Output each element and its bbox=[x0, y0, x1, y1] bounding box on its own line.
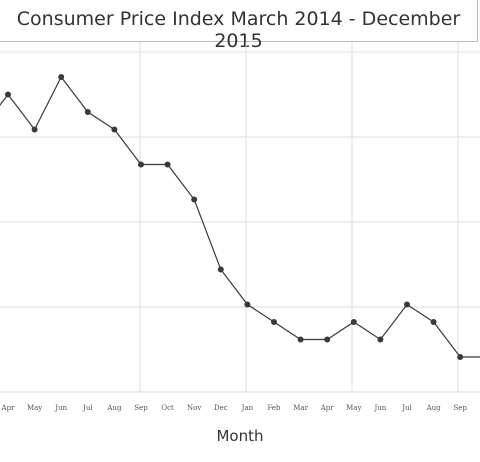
x-tick-label: May bbox=[346, 404, 361, 412]
data-point bbox=[31, 126, 38, 133]
data-point bbox=[297, 336, 304, 343]
data-point bbox=[404, 301, 410, 308]
x-tick-label: Apr bbox=[320, 404, 335, 412]
x-tick-label: Dec bbox=[214, 404, 228, 412]
data-point bbox=[350, 319, 357, 325]
x-tick-label: Jun bbox=[54, 404, 67, 412]
data-point bbox=[164, 161, 171, 168]
x-tick-label: Jun bbox=[373, 404, 386, 412]
x-tick-label: Mar bbox=[293, 404, 308, 412]
x-tick-label: Aug bbox=[106, 404, 122, 412]
data-point bbox=[457, 354, 464, 360]
data-point bbox=[111, 126, 118, 133]
x-tick-label: Aug bbox=[426, 404, 442, 412]
x-tick-label: Jan bbox=[241, 404, 254, 412]
chart-title: Consumer Price Index March 2014 - Decemb… bbox=[16, 8, 461, 52]
x-tick-label: May bbox=[27, 404, 42, 412]
x-tick-label: Jul bbox=[401, 404, 412, 412]
cpi-series-line bbox=[0, 75, 480, 358]
data-point bbox=[5, 91, 11, 98]
data-point bbox=[58, 74, 65, 80]
x-tick-label: Jul bbox=[82, 404, 93, 412]
x-tick-label: Oct bbox=[161, 404, 174, 412]
data-point bbox=[324, 336, 331, 343]
data-point bbox=[271, 319, 277, 325]
grid bbox=[0, 42, 480, 393]
x-tick-label: Nov bbox=[187, 404, 201, 412]
x-tick-labels: Apr May Jun Jul Aug Sep Oct Nov Dec Jan Feb Mar Apr M… bbox=[1, 404, 468, 412]
data-point bbox=[217, 266, 224, 273]
x-tick-label: Sep bbox=[453, 404, 467, 412]
x-axis-label: Month bbox=[216, 427, 264, 445]
x-tick-label: Feb bbox=[267, 404, 281, 412]
data-point bbox=[377, 336, 384, 343]
title-box: Consumer Price Index March 2014 - Decemb… bbox=[0, 0, 478, 52]
data-point bbox=[138, 161, 144, 168]
data-point bbox=[84, 109, 91, 115]
data-point bbox=[191, 196, 198, 203]
x-tick-label: Apr bbox=[1, 404, 16, 412]
x-tick-label: Sep bbox=[134, 404, 148, 412]
data-points bbox=[5, 74, 464, 360]
data-point bbox=[430, 319, 437, 325]
data-point bbox=[244, 301, 251, 308]
